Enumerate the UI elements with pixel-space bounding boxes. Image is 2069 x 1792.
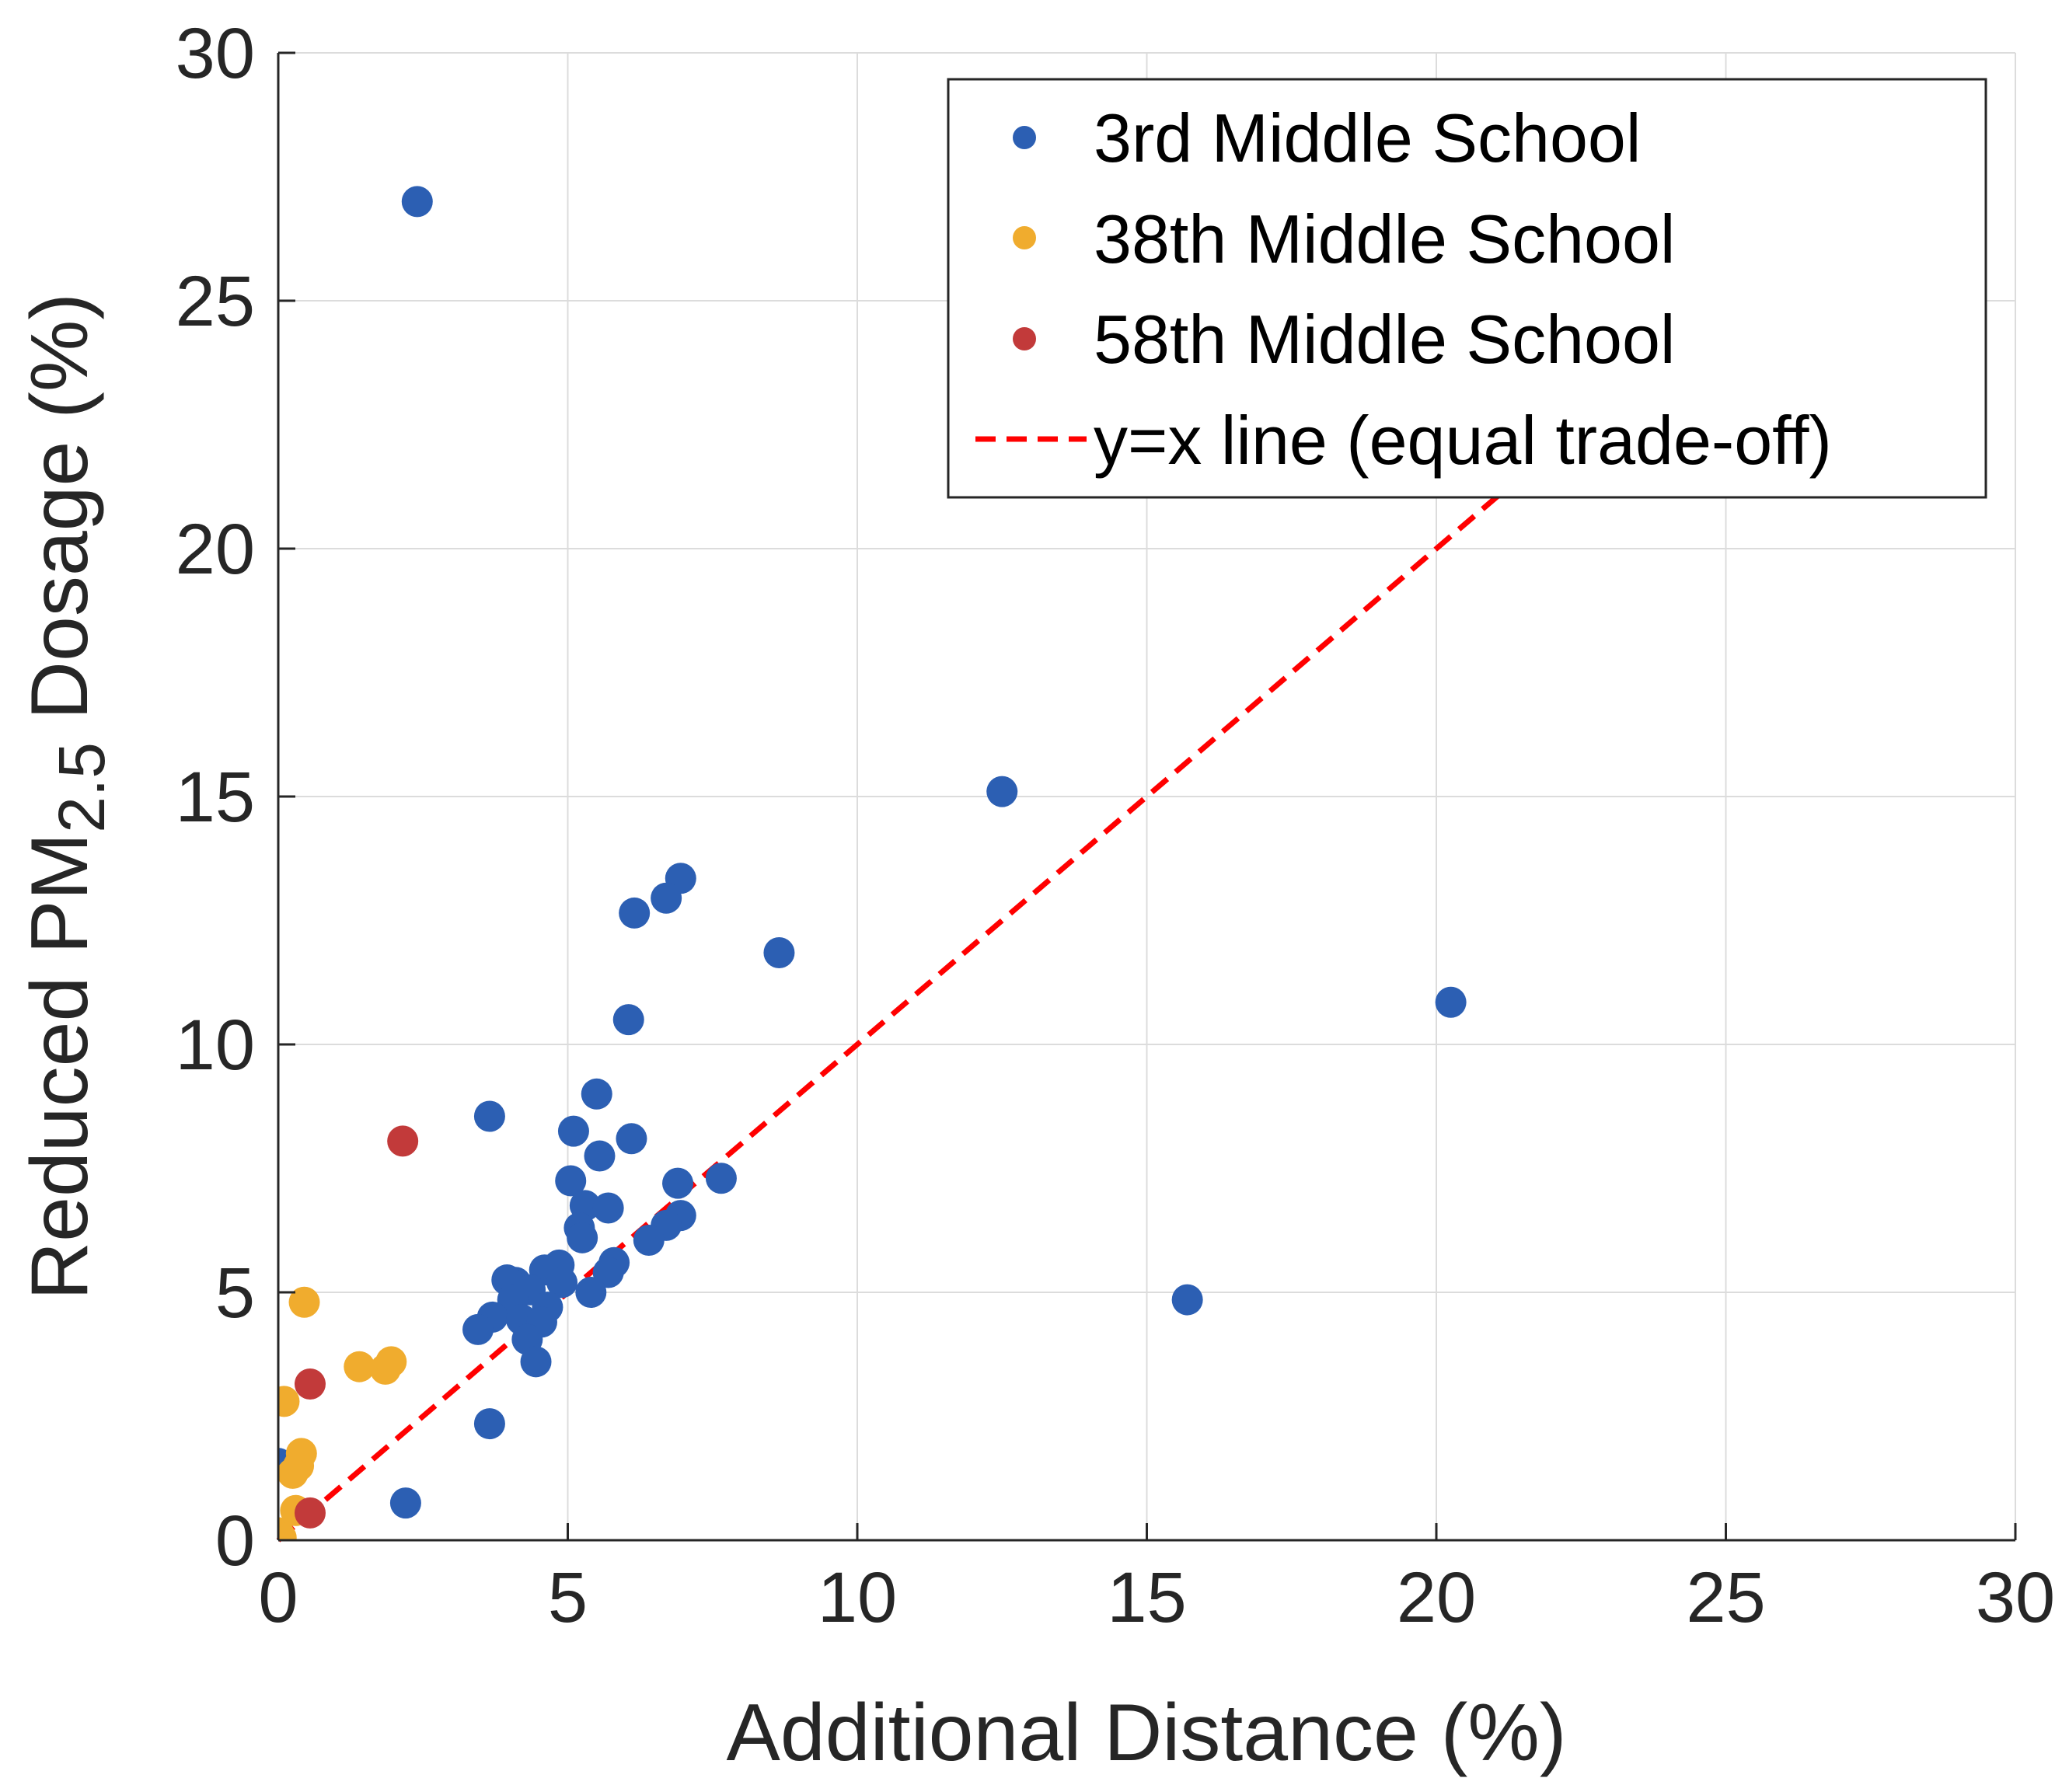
- data-point-s1-42: [473, 1408, 505, 1440]
- data-point-s1-28: [546, 1267, 578, 1299]
- data-point-s1-14: [555, 1165, 587, 1197]
- data-point-s2-1: [288, 1286, 320, 1318]
- y-tick-label-3: 15: [176, 758, 255, 837]
- data-point-s3-2: [294, 1368, 326, 1400]
- legend-marker-38th: [1013, 226, 1036, 249]
- x-axis-label: Additional Distance (%): [727, 1688, 1567, 1778]
- y-axis-label-prefix: Reduced PM: [15, 833, 105, 1300]
- x-tick-label-3: 15: [1107, 1558, 1186, 1637]
- data-point-s1-15: [662, 1167, 694, 1199]
- data-point-s1-18: [592, 1192, 624, 1224]
- y-tick-label-6: 30: [176, 14, 255, 93]
- legend-label-38th: 38th Middle School: [1094, 200, 1675, 277]
- series-3: [294, 1125, 419, 1529]
- data-point-s1-12: [616, 1123, 647, 1155]
- x-tick-label-2: 10: [818, 1558, 897, 1637]
- legend-label-reference-line: y=x line (equal trade-off): [1094, 402, 1832, 479]
- data-point-s1-1: [401, 186, 433, 218]
- data-point-s1-9: [581, 1078, 612, 1110]
- y-tick-label-2: 10: [176, 1006, 255, 1085]
- data-point-s1-16: [705, 1163, 737, 1194]
- series-2: [278, 1286, 407, 1540]
- data-point-s1-13: [584, 1140, 616, 1172]
- data-point-s3-1: [387, 1125, 419, 1157]
- legend-box: [947, 78, 1987, 499]
- data-point-s1-7: [1435, 986, 1467, 1018]
- x-tick-label-4: 20: [1397, 1558, 1476, 1637]
- legend-label-3rd: 3rd Middle School: [1094, 99, 1641, 176]
- data-point-s1-22: [567, 1222, 598, 1253]
- data-point-s1-29: [575, 1277, 607, 1308]
- legend-marker-58th: [1013, 327, 1036, 350]
- x-tick-label-5: 25: [1686, 1558, 1765, 1637]
- data-point-s1-5: [619, 897, 651, 929]
- legend-marker-3rd: [1013, 126, 1036, 149]
- y-tick-label-5: 25: [176, 262, 255, 341]
- data-point-s1-2: [986, 776, 1018, 807]
- data-point-s1-40: [520, 1346, 552, 1378]
- y-axis-label: Reduced PM2.5 Dosage (%): [15, 293, 118, 1300]
- y-tick-label-1: 5: [215, 1253, 255, 1333]
- tick-labels: 0 5 10 15 20 25 30 0 5 10 15 20 25 30: [176, 14, 2056, 1637]
- data-point-s2-8: [278, 1457, 309, 1489]
- data-points-layer: [278, 186, 1467, 1540]
- y-axis-label-subscript: 2.5: [45, 742, 118, 833]
- data-point-s1-8: [612, 1004, 644, 1036]
- series-1: [278, 186, 1467, 1519]
- data-point-s1-43: [389, 1487, 421, 1519]
- legend: 3rd Middle School 38th Middle School 58t…: [947, 78, 1987, 499]
- y-tick-label-4: 20: [176, 510, 255, 589]
- legend-label-58th: 58th Middle School: [1094, 301, 1675, 378]
- data-point-s2-2: [344, 1351, 375, 1382]
- data-point-s1-4: [651, 882, 682, 914]
- axes: [277, 51, 2017, 1542]
- x-tick-label-0: 0: [258, 1558, 298, 1637]
- data-point-s1-36: [462, 1313, 494, 1345]
- data-point-s1-10: [473, 1100, 505, 1132]
- data-point-s3-3: [294, 1497, 326, 1529]
- data-point-s1-41: [1171, 1284, 1203, 1316]
- reference-line-y-equals-x: [276, 477, 1519, 1543]
- reference-line-layer: [276, 477, 1519, 1543]
- data-point-s1-23: [633, 1225, 665, 1257]
- y-tick-label-0: 0: [215, 1501, 255, 1581]
- data-point-s1-11: [557, 1115, 589, 1147]
- data-point-s2-11: [278, 1522, 297, 1540]
- data-point-s2-5: [278, 1386, 300, 1417]
- x-tick-label-6: 30: [1976, 1558, 2055, 1637]
- data-point-s1-6: [763, 936, 795, 968]
- data-point-s2-4: [375, 1346, 407, 1378]
- x-tick-label-1: 5: [548, 1558, 588, 1637]
- y-axis-label-suffix: Dosage (%): [15, 293, 105, 742]
